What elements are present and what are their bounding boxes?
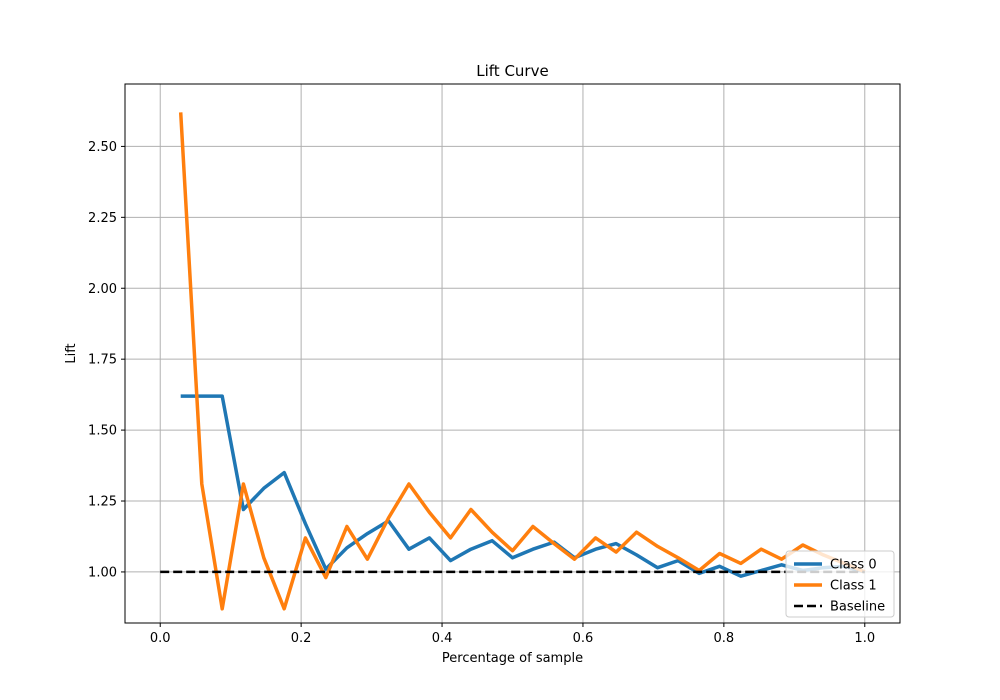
y-tick-label: 1.50 xyxy=(88,424,117,439)
y-axis-label: Lift xyxy=(64,343,79,363)
x-tick-label: 0.4 xyxy=(432,631,453,646)
legend: Class 0 Class 1 Baseline xyxy=(785,550,895,618)
y-tick-label: 1.00 xyxy=(88,565,117,580)
y-tick-label: 1.25 xyxy=(88,495,117,510)
grid xyxy=(125,84,900,623)
series-lines xyxy=(160,112,866,611)
axis-ticks: 0.0 0.2 0.4 0.6 0.8 1.0 1.00 1.25 1.50 1.75 2.00 2.… xyxy=(88,140,875,646)
y-tick-label: 1.75 xyxy=(88,353,117,368)
x-tick-label: 0.2 xyxy=(291,631,312,646)
x-tick-label: 1.0 xyxy=(854,631,875,646)
chart-title: Lift Curve xyxy=(476,62,548,80)
x-tick-label: 0.8 xyxy=(714,631,735,646)
x-tick-label: 0.6 xyxy=(573,631,594,646)
legend-label-class-0: Class 0 xyxy=(830,558,877,573)
series-line-class-0 xyxy=(180,394,866,578)
legend-label-class-1: Class 1 xyxy=(830,579,877,594)
y-tick-label: 2.00 xyxy=(88,282,117,297)
plot-area-frame xyxy=(124,83,901,624)
y-tick-label: 2.25 xyxy=(88,211,117,226)
legend-box xyxy=(785,550,895,618)
series-line-class-1 xyxy=(178,112,866,611)
y-tick-label: 2.50 xyxy=(88,140,117,155)
x-tick-label: 0.0 xyxy=(150,631,171,646)
x-axis-label: Percentage of sample xyxy=(442,651,583,666)
legend-label-baseline: Baseline xyxy=(830,600,885,615)
